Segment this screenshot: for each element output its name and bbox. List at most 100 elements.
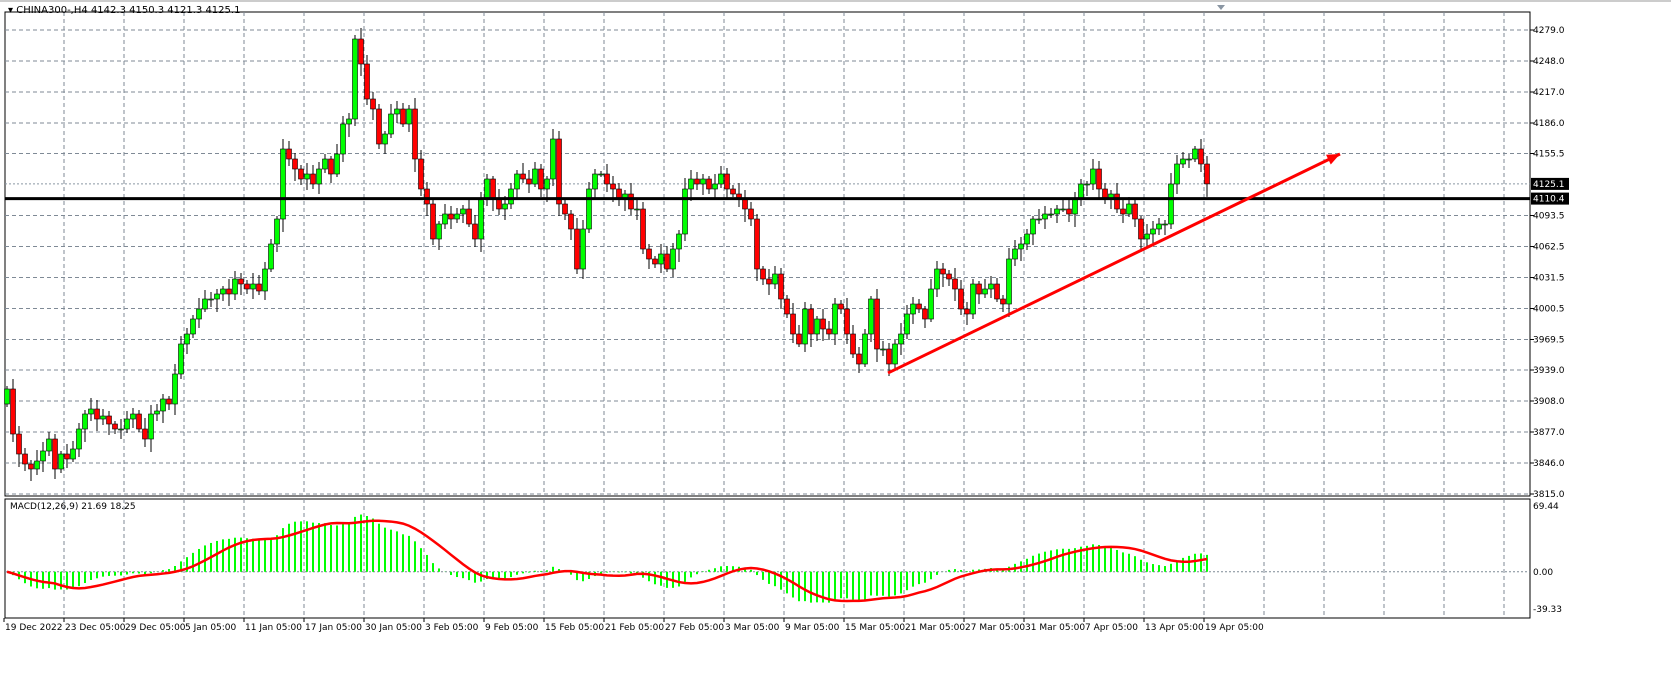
price-tick-label: 3846.0 [1533,459,1565,469]
bull-candle [682,188,688,235]
time-tick-label: 15 Mar 05:00 [845,623,905,633]
bear-candle [874,298,880,350]
current-price-badge-text: 4125.1 [1533,180,1565,190]
bull-candle [100,415,106,420]
bull-candle [40,450,46,462]
bear-candle [22,453,28,465]
time-tick-label: 5 Jan 05:00 [185,623,237,633]
bear-candle [496,198,502,210]
bear-candle [1132,203,1138,220]
bull-candle [802,308,808,345]
time-tick-label: 30 Jan 05:00 [365,623,422,633]
time-tick-label: 23 Dec 05:00 [65,623,126,633]
bear-candle [466,208,472,225]
bear-candle [364,63,370,100]
bull-candle [262,268,268,292]
bull-candle [160,398,166,412]
bear-candle [922,308,928,320]
time-tick-label: 7 Apr 05:00 [1085,623,1138,633]
bear-candle [766,278,772,285]
bull-candle [184,333,190,345]
bear-candle [490,178,496,200]
time-tick-label: 19 Dec 2022 [5,623,63,633]
macd-signal-line [6,519,1208,603]
bull-candle [1144,233,1150,240]
bull-candle [550,138,556,180]
time-tick-label: 27 Feb 05:00 [665,623,724,633]
bull-candle [214,293,220,300]
bull-candle [82,413,88,430]
bear-candle [844,308,850,335]
time-tick-label: 17 Jan 05:00 [305,623,362,633]
bear-candle [526,178,532,185]
bear-candle [286,148,292,160]
bull-candle [508,188,514,205]
bear-candle [742,198,748,210]
bull-candle [1024,233,1030,245]
bear-candle [1120,208,1126,215]
bear-candle [424,188,430,205]
price-tick-label: 4093.5 [1533,212,1565,222]
bull-candle [814,318,820,335]
time-tick-label: 11 Jan 05:00 [245,623,302,633]
bull-candle [190,318,196,335]
bear-candle [754,218,760,270]
trend-arrow-line [887,152,1341,375]
bull-candle [88,408,94,415]
bull-candle [592,173,598,190]
bull-candle [910,303,916,315]
bull-candle [322,158,328,170]
bear-candle [226,288,232,295]
bull-candle [598,173,604,176]
bear-candle [964,308,970,315]
dropdown-triangle-icon[interactable]: ▾ [8,5,14,16]
bear-candle [28,463,34,470]
bull-candle [1174,163,1180,185]
bear-candle [790,313,796,335]
bull-candle [478,198,484,240]
bull-candle [988,283,994,290]
bull-candle [514,173,520,190]
bear-candle [412,108,418,160]
ohlc-values: 4142.3 4150.3 4121.3 4125.1 [90,5,241,16]
bull-candle [1054,208,1060,215]
bull-candle [532,168,538,185]
bull-candle [316,168,322,185]
bear-candle [946,273,952,280]
bull-candle [118,428,124,431]
bull-candle [1012,248,1018,260]
bull-candle [442,213,448,225]
bull-candle [382,133,388,145]
bear-candle [706,178,712,190]
bull-candle [880,348,886,351]
price-tick-label: 3877.0 [1533,428,1565,438]
bull-candle [454,213,460,220]
price-tick-label: 3969.5 [1533,336,1565,346]
bear-candle [652,258,658,265]
bear-candle [244,283,250,290]
price-tick-label: 3908.0 [1533,397,1565,407]
bear-candle [238,278,244,285]
bear-candle [328,158,334,175]
bull-candle [928,288,934,320]
time-tick-label: 31 Mar 05:00 [1025,623,1085,633]
bear-candle [1204,163,1210,185]
bear-candle [724,173,730,190]
bear-candle [10,388,16,435]
bull-candle [970,283,976,315]
level-price-badge-text: 4110.4 [1533,195,1565,205]
bull-candle [1126,203,1132,215]
bear-candle [994,283,1000,300]
bear-candle [826,328,832,335]
price-tick-label: 3815.0 [1533,490,1565,500]
bear-candle [574,228,580,270]
bear-candle [1198,148,1204,165]
bull-candle [1186,158,1192,161]
bull-candle [268,243,274,270]
bull-candle [1042,213,1048,220]
bull-candle [1180,158,1186,165]
bull-candle [1090,168,1096,185]
bear-candle [784,298,790,315]
